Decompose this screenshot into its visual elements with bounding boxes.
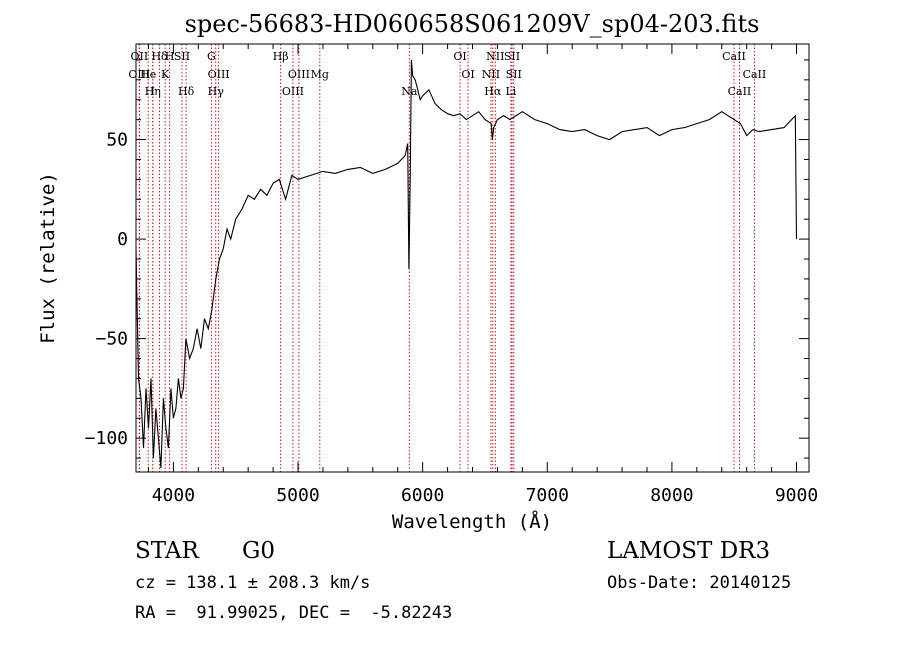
- redshift-line: cz = 138.1 ± 208.3 km/s: [135, 573, 371, 593]
- x-tick-label: 5000: [276, 485, 319, 506]
- x-tick-label: 6000: [401, 485, 444, 506]
- obs-date: Obs-Date: 20140125: [607, 573, 792, 593]
- x-tick-label: 4000: [152, 485, 195, 506]
- spectral-line-label: G: [207, 50, 216, 63]
- spectral-line-label: Hβ: [273, 50, 289, 63]
- y-tick-label: 0: [117, 229, 128, 250]
- spectral-line-label: OIII: [282, 85, 304, 98]
- spectral-line-label: Li: [505, 85, 516, 98]
- spectral-line-label: Hα: [484, 85, 502, 98]
- x-tick-label: 7000: [526, 485, 569, 506]
- x-axis-label: Wavelength (Å): [392, 510, 552, 533]
- chart-title: spec-56683-HD060658S061209V_sp04-203.fit…: [185, 10, 760, 38]
- spectral-line-label: OII: [131, 50, 149, 63]
- spectral-line-label: SII: [506, 68, 522, 81]
- spectral-line-label: NII: [486, 50, 504, 63]
- y-tick-label: −50: [95, 329, 128, 350]
- spectral-line-label: I: [151, 85, 155, 98]
- spectral-line-label: CaII: [722, 50, 746, 63]
- y-tick-label: −100: [85, 428, 128, 449]
- spectral-line-label: SII: [174, 50, 190, 63]
- spectral-line-label: CaII: [728, 85, 752, 98]
- x-tick-label: 9000: [775, 485, 818, 506]
- object-subclass: G0: [242, 538, 276, 564]
- plot-frame: [135, 43, 810, 473]
- spectral-line-label: OIII: [128, 68, 150, 81]
- spectral-line-label: Hη: [145, 85, 161, 98]
- spectrum-series-line: [135, 59, 798, 469]
- y-axis-label: Flux (relative): [37, 172, 59, 344]
- spectral-line-label: OI: [453, 50, 466, 63]
- spectral-line-label: OIII: [288, 68, 310, 81]
- x-tick-label: 8000: [650, 485, 693, 506]
- spectral-line-label: OIII: [208, 68, 230, 81]
- spectral-line-markers: [138, 44, 755, 472]
- spectral-line-label: Hγ: [208, 85, 225, 98]
- axis-ticks: 4000 5000 6000 7000 8000 9000 −100 −50 0 50: [85, 44, 818, 506]
- survey-label: LAMOST DR3: [607, 538, 771, 564]
- object-type: STAR: [135, 538, 199, 564]
- coordinates-line: RA = 91.99025, DEC = -5.82243: [135, 603, 453, 623]
- spectral-line-label: K: [161, 68, 170, 81]
- spectral-line-label: Mg: [311, 68, 329, 81]
- spectral-line-label: H: [165, 50, 175, 63]
- spectral-line-label: Hδ: [151, 50, 168, 63]
- spectral-line-label: NII: [482, 68, 500, 81]
- spectral-line-label: OI: [461, 68, 474, 81]
- spectral-line-label: He: [140, 68, 156, 81]
- spectral-line-label: Hδ: [178, 85, 195, 98]
- spectral-line-labels: HδKHδOIIHeISIIOIIIHηHOIIIHγGOIIIOIIIHβMg…: [128, 50, 766, 98]
- spectral-line-label: Na: [401, 85, 418, 98]
- spectral-line-label: CaII: [743, 68, 767, 81]
- spectral-line-label: SII: [504, 50, 520, 63]
- y-tick-label: 50: [106, 130, 128, 151]
